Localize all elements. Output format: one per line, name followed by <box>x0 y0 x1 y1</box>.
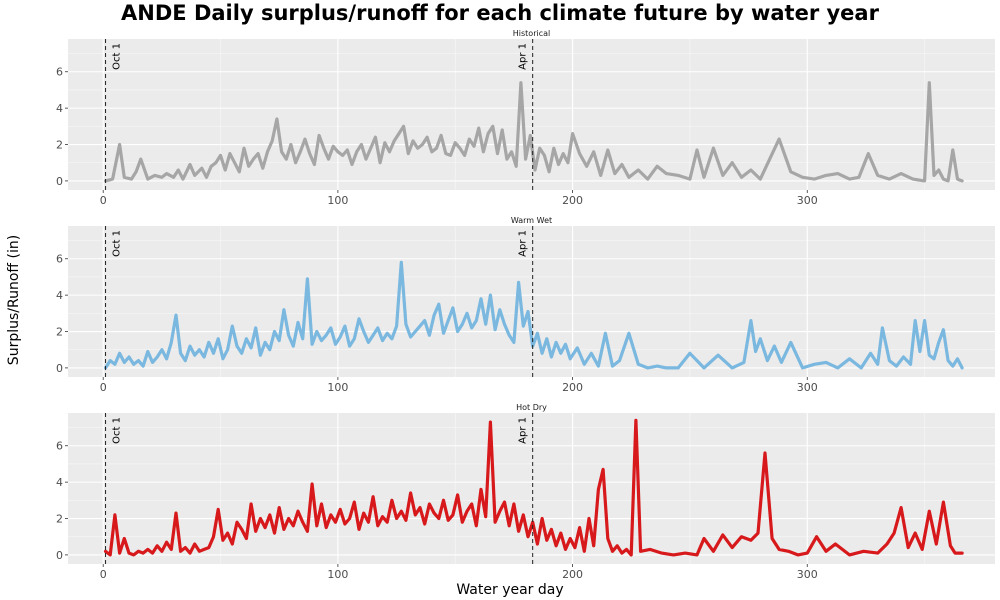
reference-line-label: Apr 1 <box>518 43 529 70</box>
panel-title: Historical <box>513 29 550 38</box>
reference-line-label: Oct 1 <box>112 230 123 257</box>
x-tick-label: 300 <box>797 568 818 581</box>
panel-title: Hot Dry <box>516 403 547 412</box>
y-tick-label: 0 <box>56 362 63 375</box>
y-tick-label: 4 <box>56 102 63 115</box>
panel-background <box>68 226 995 377</box>
x-axis-label: Water year day <box>456 582 564 598</box>
x-tick-label: 300 <box>797 194 818 207</box>
y-tick-label: 2 <box>56 326 63 339</box>
y-tick-label: 0 <box>56 549 63 562</box>
x-tick-label: 200 <box>562 381 583 394</box>
x-tick-label: 0 <box>100 568 107 581</box>
reference-line-label: Apr 1 <box>518 230 529 257</box>
y-tick-label: 6 <box>56 66 63 79</box>
panel-title: Warm Wet <box>511 216 552 225</box>
y-tick-label: 4 <box>56 289 63 302</box>
y-tick-label: 6 <box>56 253 63 266</box>
series-line-hot-dry <box>103 418 964 557</box>
chart-title: ANDE Daily surplus/runoff for each clima… <box>121 1 879 25</box>
x-tick-label: 0 <box>100 194 107 207</box>
y-axis-label: Surplus/Runoff (in) <box>6 234 22 366</box>
y-tick-label: 2 <box>56 139 63 152</box>
x-tick-label: 200 <box>562 194 583 207</box>
series-line-historical <box>103 81 964 183</box>
y-tick-label: 4 <box>56 476 63 489</box>
series-line-warm-wet <box>103 260 964 370</box>
x-tick-label: 100 <box>327 194 348 207</box>
reference-line-label: Oct 1 <box>112 43 123 70</box>
x-tick-label: 300 <box>797 381 818 394</box>
x-tick-label: 0 <box>100 381 107 394</box>
x-tick-label: 100 <box>327 381 348 394</box>
x-tick-label: 100 <box>327 568 348 581</box>
reference-line-label: Apr 1 <box>518 417 529 444</box>
x-tick-label: 200 <box>562 568 583 581</box>
y-tick-label: 6 <box>56 440 63 453</box>
y-tick-label: 0 <box>56 175 63 188</box>
panel-background <box>68 413 995 564</box>
y-tick-label: 2 <box>56 513 63 526</box>
panel-background <box>68 39 995 190</box>
reference-line-label: Oct 1 <box>112 417 123 444</box>
